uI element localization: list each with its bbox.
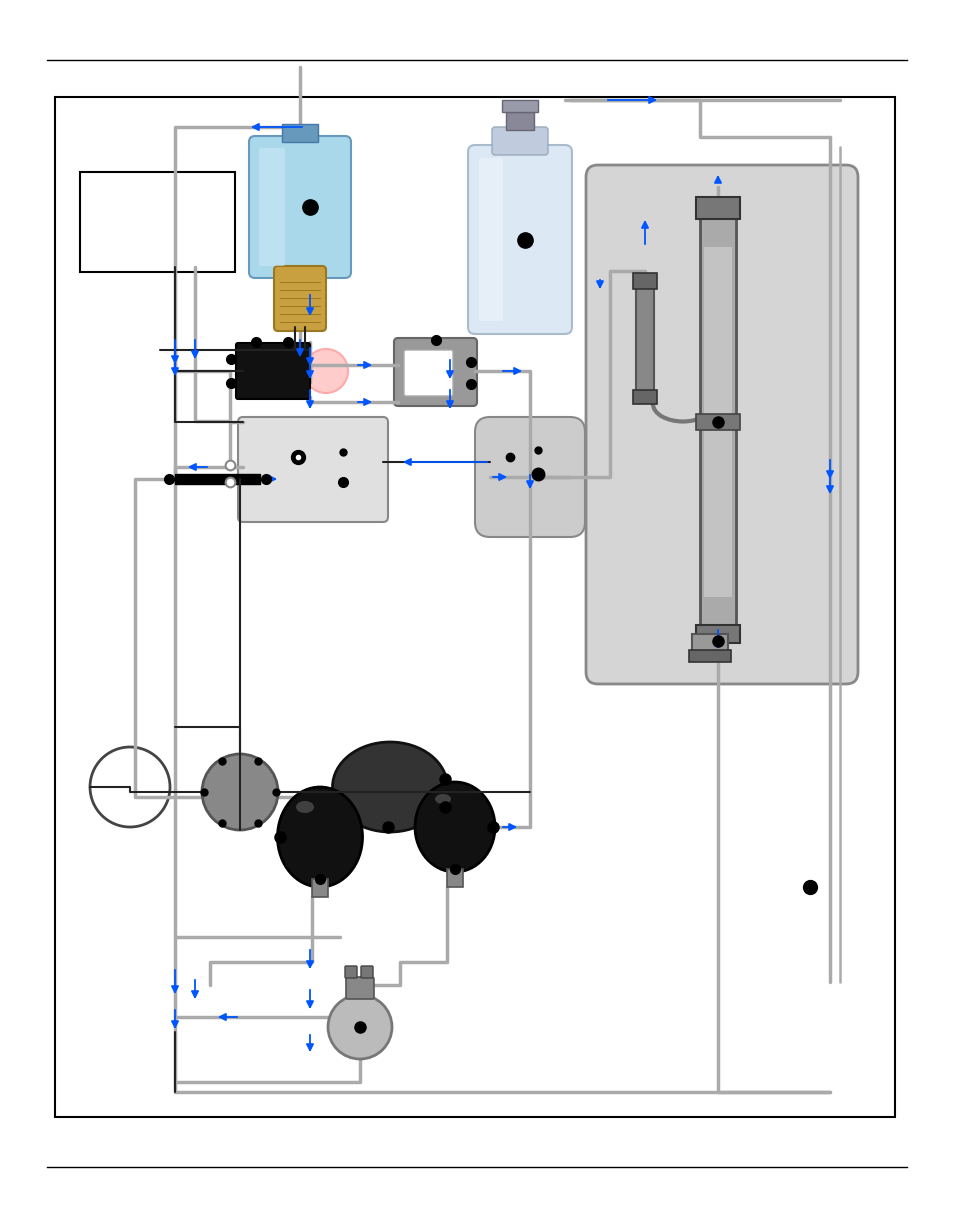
Bar bbox=[80, 172, 234, 272]
Bar bbox=[505, 112, 534, 130]
Bar bbox=[282, 124, 317, 142]
Bar bbox=[696, 625, 740, 643]
Bar bbox=[688, 650, 730, 663]
Bar bbox=[703, 247, 731, 598]
FancyBboxPatch shape bbox=[468, 145, 572, 334]
Bar bbox=[696, 198, 740, 218]
FancyBboxPatch shape bbox=[492, 128, 547, 155]
FancyBboxPatch shape bbox=[235, 344, 310, 399]
Circle shape bbox=[304, 348, 348, 393]
FancyBboxPatch shape bbox=[585, 164, 857, 683]
Bar bbox=[636, 287, 654, 391]
Bar bbox=[174, 474, 260, 483]
Bar bbox=[501, 99, 537, 112]
Bar bbox=[700, 217, 735, 627]
FancyBboxPatch shape bbox=[258, 148, 285, 266]
Bar bbox=[691, 634, 727, 652]
Ellipse shape bbox=[415, 782, 495, 872]
FancyBboxPatch shape bbox=[346, 977, 374, 999]
FancyBboxPatch shape bbox=[345, 966, 356, 978]
FancyBboxPatch shape bbox=[403, 350, 453, 396]
Bar bbox=[633, 272, 657, 290]
Ellipse shape bbox=[277, 787, 362, 887]
FancyBboxPatch shape bbox=[475, 417, 584, 537]
Circle shape bbox=[328, 995, 392, 1059]
Ellipse shape bbox=[333, 742, 447, 832]
FancyBboxPatch shape bbox=[360, 966, 373, 978]
FancyBboxPatch shape bbox=[394, 337, 476, 406]
Bar bbox=[633, 390, 657, 404]
FancyBboxPatch shape bbox=[249, 136, 351, 279]
FancyBboxPatch shape bbox=[237, 417, 388, 521]
Circle shape bbox=[202, 755, 277, 829]
FancyBboxPatch shape bbox=[478, 158, 502, 321]
FancyBboxPatch shape bbox=[274, 266, 326, 331]
Bar bbox=[312, 879, 328, 897]
Bar bbox=[447, 869, 462, 887]
Ellipse shape bbox=[295, 801, 314, 814]
Bar bbox=[696, 413, 740, 429]
Bar bbox=[55, 97, 894, 1117]
Ellipse shape bbox=[435, 794, 451, 804]
